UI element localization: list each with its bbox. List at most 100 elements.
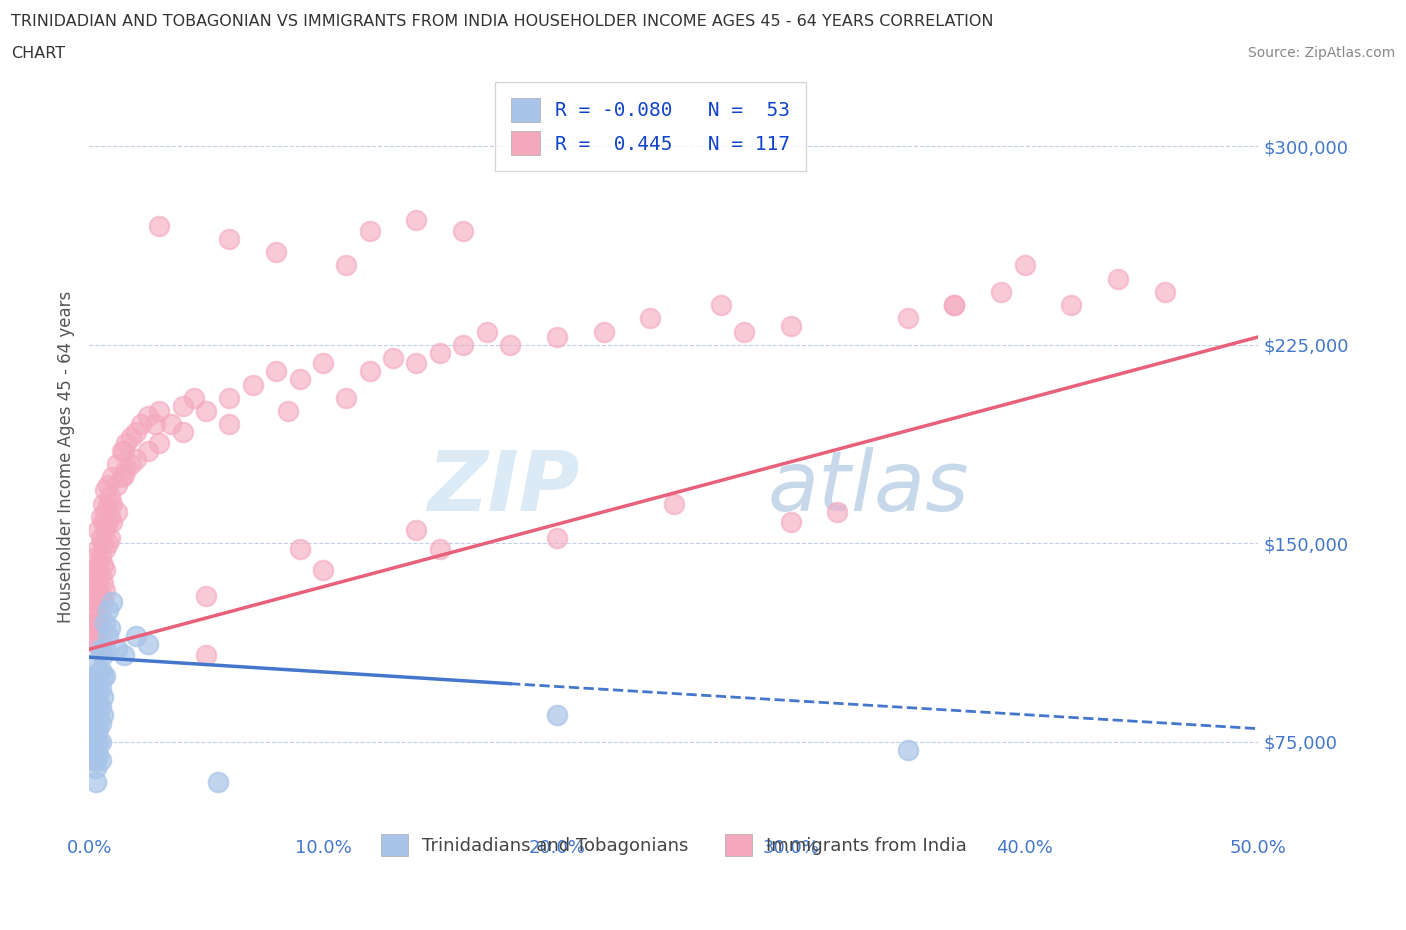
Point [87,594,110,609]
Point [98,620,121,635]
Point [84,567,107,582]
Point [97,478,120,493]
Point [87,708,110,723]
Point [91,669,114,684]
Point [120,430,142,445]
Point [382,351,405,365]
Point [84,655,107,670]
Point [97,514,120,529]
Point [101,497,124,512]
Point [172,425,194,440]
Point [195,647,218,662]
Point [429,541,451,556]
Point [218,417,240,432]
Point [136,444,159,458]
Point [312,563,335,578]
Point [277,404,299,418]
Text: TRINIDADIAN AND TOBAGONIAN VS IMMIGRANTS FROM INDIA HOUSEHOLDER INCOME AGES 45 -: TRINIDADIAN AND TOBAGONIAN VS IMMIGRANTS… [11,14,994,29]
Point [115,462,138,477]
Point [90,589,112,604]
Point [1107,272,1129,286]
Point [98,488,121,503]
Point [83,735,105,750]
Point [451,338,474,352]
Point [90,567,112,582]
Point [195,589,218,604]
Point [83,602,105,617]
Point [112,444,135,458]
Point [94,563,117,578]
Point [640,311,662,325]
Point [429,345,451,360]
Point [84,742,107,757]
Point [84,610,107,625]
Point [90,531,112,546]
Point [112,647,135,662]
Point [160,417,183,432]
Point [242,377,264,392]
Point [84,716,107,731]
Point [709,298,731,312]
Point [125,629,148,644]
Point [84,549,107,564]
Point [943,298,966,312]
Point [87,541,110,556]
Point [312,356,335,371]
Point [90,753,112,768]
Point [101,514,124,529]
Point [80,682,103,697]
Text: CHART: CHART [11,46,65,61]
Point [90,735,112,750]
Point [112,467,135,482]
Point [405,523,427,538]
Point [83,616,105,631]
Point [183,391,205,405]
Point [120,457,142,472]
Point [91,689,114,704]
Text: atlas: atlas [768,447,969,528]
Point [105,457,128,472]
Point [83,753,105,768]
Point [148,404,170,418]
Point [87,735,110,750]
Point [359,364,381,379]
Point [91,497,114,512]
Point [98,510,121,525]
Point [125,451,148,466]
Point [94,483,117,498]
Point [405,213,427,228]
Point [87,616,110,631]
Point [84,673,107,688]
Point [172,398,194,413]
Point [288,372,311,387]
Point [83,700,105,715]
Point [207,774,229,789]
Point [94,523,117,538]
Point [546,531,568,546]
Point [94,616,117,631]
Point [90,642,112,657]
Legend: Trinidadians and Tobagonians, Immigrants from India: Trinidadians and Tobagonians, Immigrants… [366,820,981,870]
Point [105,504,128,519]
Y-axis label: Householder Income Ages 45 - 64 years: Householder Income Ages 45 - 64 years [58,291,75,623]
Point [943,298,966,312]
Point [499,338,522,352]
Point [87,695,110,710]
Point [733,325,755,339]
Point [84,682,107,697]
Point [91,514,114,529]
Point [97,497,120,512]
Point [101,470,124,485]
Point [129,417,152,432]
Point [91,557,114,572]
Point [87,682,110,697]
Point [148,435,170,450]
Point [97,536,120,551]
Point [218,232,240,246]
Point [84,708,107,723]
Point [94,541,117,556]
Point [91,536,114,551]
Point [84,620,107,635]
Point [84,726,107,741]
Point [90,682,112,697]
